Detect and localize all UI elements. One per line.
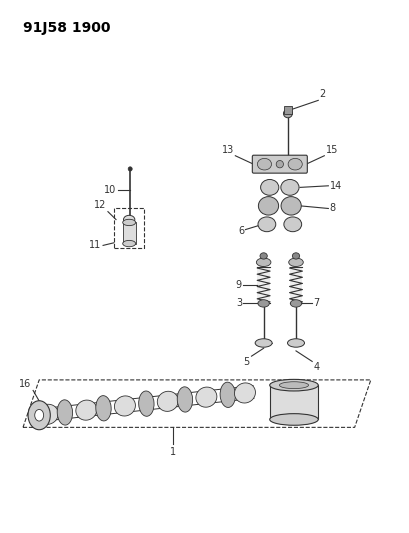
Ellipse shape xyxy=(288,258,303,266)
Ellipse shape xyxy=(259,253,267,259)
Ellipse shape xyxy=(96,395,111,421)
Text: 4: 4 xyxy=(313,362,319,373)
Ellipse shape xyxy=(257,217,275,232)
Ellipse shape xyxy=(128,225,132,229)
Ellipse shape xyxy=(138,391,154,416)
Ellipse shape xyxy=(269,414,317,425)
Text: 10: 10 xyxy=(103,185,116,195)
Text: 14: 14 xyxy=(329,181,341,191)
Bar xyxy=(289,266,302,303)
Ellipse shape xyxy=(128,167,132,171)
Ellipse shape xyxy=(122,240,135,247)
Ellipse shape xyxy=(280,180,298,195)
Ellipse shape xyxy=(257,300,269,307)
Ellipse shape xyxy=(283,217,301,232)
Text: 9: 9 xyxy=(235,280,241,290)
Ellipse shape xyxy=(122,219,135,225)
Ellipse shape xyxy=(269,379,317,391)
Ellipse shape xyxy=(234,383,255,403)
Ellipse shape xyxy=(220,382,235,407)
Ellipse shape xyxy=(35,409,43,421)
Ellipse shape xyxy=(260,180,278,195)
Ellipse shape xyxy=(276,160,283,168)
Ellipse shape xyxy=(177,387,192,412)
Text: 8: 8 xyxy=(329,204,335,214)
Text: 11: 11 xyxy=(89,240,101,251)
Text: 16: 16 xyxy=(19,379,31,389)
Text: 15: 15 xyxy=(325,144,337,155)
Ellipse shape xyxy=(258,197,278,215)
Ellipse shape xyxy=(280,197,301,215)
Text: 3: 3 xyxy=(236,298,242,309)
Ellipse shape xyxy=(37,404,58,424)
Bar xyxy=(283,106,291,114)
Ellipse shape xyxy=(279,382,308,389)
Ellipse shape xyxy=(288,158,301,170)
Text: 6: 6 xyxy=(238,226,244,236)
Text: 2: 2 xyxy=(319,90,325,99)
Ellipse shape xyxy=(157,391,178,411)
Text: 1: 1 xyxy=(169,447,175,457)
Text: 12: 12 xyxy=(93,200,106,210)
Bar xyxy=(122,222,135,244)
Ellipse shape xyxy=(283,109,292,118)
FancyBboxPatch shape xyxy=(252,155,307,173)
Bar xyxy=(256,266,270,303)
Text: 7: 7 xyxy=(312,298,319,309)
Ellipse shape xyxy=(28,401,50,430)
Ellipse shape xyxy=(256,258,270,266)
Ellipse shape xyxy=(57,400,72,425)
Ellipse shape xyxy=(76,400,97,420)
Ellipse shape xyxy=(123,215,135,224)
Ellipse shape xyxy=(290,300,301,307)
Ellipse shape xyxy=(292,253,299,259)
Ellipse shape xyxy=(257,158,271,170)
Bar xyxy=(269,385,317,419)
Text: 91J58 1900: 91J58 1900 xyxy=(23,21,110,35)
Bar xyxy=(114,208,144,248)
Ellipse shape xyxy=(287,339,304,347)
Text: 13: 13 xyxy=(221,144,234,155)
Text: 5: 5 xyxy=(243,357,249,367)
Ellipse shape xyxy=(196,387,216,407)
Ellipse shape xyxy=(254,339,272,347)
Ellipse shape xyxy=(114,396,135,416)
